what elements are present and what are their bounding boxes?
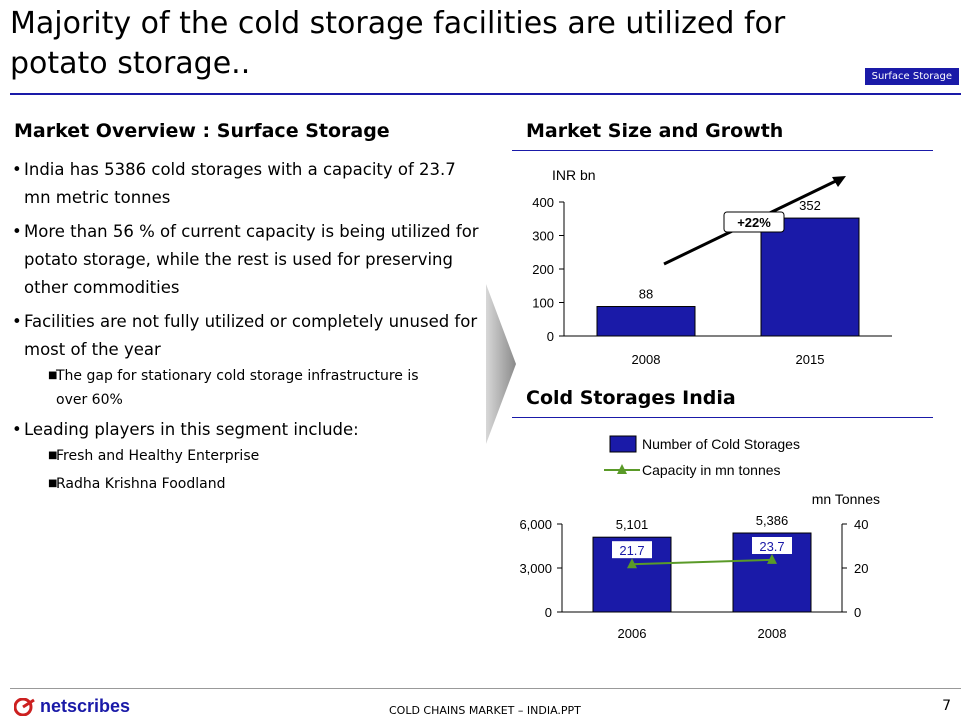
sub-bullet-item: ■ Radha Krishna Foodland — [48, 476, 226, 492]
y-tick-label: 0 — [547, 329, 554, 344]
growth-label-box — [723, 211, 785, 233]
cold-storage-heading: Cold Storages India — [526, 387, 736, 409]
legend-swatch-bar — [609, 435, 637, 453]
y-tick-label: 300 — [532, 229, 554, 244]
cold-storage-chart: Number of Cold Storages Capacity in mn to… — [519, 435, 880, 641]
bar-value-label: 5,101 — [616, 517, 649, 532]
legend-label: Capacity in mn tonnes — [642, 462, 781, 478]
bullet-item: • Facilities are not fully utilized or co… — [12, 312, 478, 359]
right-tick-label: 0 — [854, 605, 861, 620]
sub-bullet-item: ■ Fresh and Healthy Enterprise — [48, 448, 260, 464]
x-tick-label: 2006 — [618, 626, 647, 641]
footer-rule — [10, 688, 961, 689]
market-size-chart: INR bn 0 100 200 300 400 88 352 2008 2015 +22% — [532, 167, 892, 367]
logo-mark-icon — [14, 697, 35, 716]
sub-bullet-item: ■ The gap for stationary cold storage inf… — [48, 368, 419, 408]
footer-filename: COLD CHAINS MARKET – INDIA.PPT — [389, 704, 581, 717]
legend-marker — [617, 464, 627, 474]
page-title: Majority of the cold storage facilities … — [10, 6, 786, 81]
netscribes-logo: netscribes — [14, 696, 130, 717]
logo-text: netscribes — [40, 696, 131, 716]
x-tick-label: 2008 — [758, 626, 787, 641]
right-tick-label: 20 — [854, 561, 868, 576]
x-tick-label: 2008 — [632, 352, 661, 367]
y-axis-label: INR bn — [552, 167, 596, 183]
left-tick-label: 3,000 — [519, 561, 552, 576]
line-value-box — [612, 541, 652, 559]
capacity-line — [631, 558, 773, 566]
bar-2015 — [760, 217, 860, 337]
page-number: 7 — [942, 698, 951, 714]
left-heading: Market Overview : Surface Storage — [14, 120, 390, 142]
bar-value-label: 5,386 — [756, 513, 789, 528]
growth-arrowhead — [832, 176, 846, 187]
bar-value-label: 88 — [639, 287, 653, 302]
line-value-label: 23.7 — [759, 539, 784, 554]
right-axis-label: mn Tonnes — [812, 491, 880, 507]
y-tick-label: 200 — [532, 262, 554, 277]
bullet-item: • Leading players in this segment include… — [12, 420, 359, 439]
header-rule — [10, 93, 961, 95]
market-size-heading: Market Size and Growth — [526, 120, 784, 142]
bullet-item: • More than 56 % of current capacity is b… — [12, 222, 479, 297]
market-size-rule — [512, 150, 933, 151]
legend-label: Number of Cold Storages — [642, 436, 800, 452]
capacity-point — [767, 553, 777, 564]
bar-2008 — [596, 306, 696, 337]
line-value-label: 21.7 — [619, 543, 644, 558]
y-tick-label: 400 — [532, 195, 554, 210]
chevron-right-icon — [486, 284, 516, 444]
line-value-box — [752, 537, 792, 555]
right-tick-label: 40 — [854, 517, 868, 532]
capacity-point — [627, 558, 637, 569]
left-tick-label: 6,000 — [519, 517, 552, 532]
y-tick-label: 100 — [532, 296, 554, 311]
x-tick-label: 2015 — [796, 352, 825, 367]
growth-label: +22% — [737, 215, 771, 230]
cold-storage-rule — [512, 417, 933, 418]
overview-bullets: • India has 5386 cold storages with a cap… — [12, 156, 482, 496]
left-tick-label: 0 — [545, 605, 552, 620]
bullet-item: • India has 5386 cold storages with a cap… — [12, 160, 456, 207]
section-tag: Surface Storage — [864, 68, 959, 85]
bar-value-label: 352 — [799, 198, 821, 213]
